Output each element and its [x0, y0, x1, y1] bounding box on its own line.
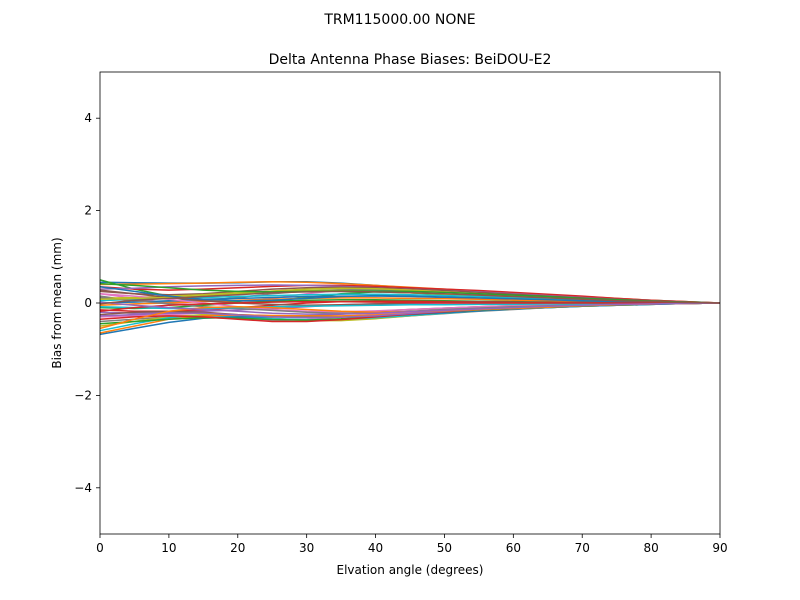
x-tick-label: 0 [96, 541, 104, 555]
y-tick-label: 2 [84, 204, 92, 218]
figure-suptitle: TRM115000.00 NONE [323, 12, 475, 28]
series-layer [99, 279, 721, 336]
series-line-33 [99, 282, 721, 304]
y-axis-label: Bias from mean (mm) [50, 237, 64, 368]
x-tick-label: 50 [437, 541, 452, 555]
x-axis: 0 10 20 30 40 50 60 70 80 90 [96, 534, 728, 555]
series-line-35 [99, 301, 721, 315]
y-tick-label: 4 [84, 111, 92, 125]
x-tick-label: 20 [230, 541, 245, 555]
y-tick-label: 0 [84, 296, 92, 310]
x-tick-label: 90 [712, 541, 727, 555]
x-tick-label: 10 [161, 541, 176, 555]
y-tick-label: −4 [74, 481, 92, 495]
series-line-34 [99, 300, 720, 313]
series-line-36 [99, 290, 721, 305]
x-tick-label: 70 [575, 541, 590, 555]
x-axis-label: Elvation angle (degrees) [337, 563, 484, 577]
series-line-31 [99, 286, 721, 304]
x-tick-label: 60 [506, 541, 521, 555]
y-axis: −4 −2 0 2 4 [74, 111, 100, 495]
series-line-4 [99, 284, 721, 304]
x-tick-label: 40 [368, 541, 383, 555]
x-tick-label: 80 [643, 541, 658, 555]
chart-title: Delta Antenna Phase Biases: BeiDOU-E2 [269, 52, 552, 68]
y-tick-label: −2 [74, 388, 92, 402]
x-tick-label: 30 [299, 541, 314, 555]
